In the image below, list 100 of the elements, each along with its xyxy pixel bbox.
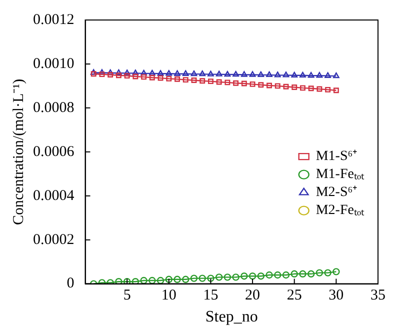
y-tick-label: 0.0008 bbox=[33, 100, 74, 116]
x-tick-label: 35 bbox=[370, 288, 386, 304]
legend-label: M1-Feₜₒₜ bbox=[316, 167, 365, 182]
point bbox=[258, 71, 264, 78]
point bbox=[90, 71, 96, 77]
x-tick-label: 5 bbox=[123, 288, 131, 304]
point bbox=[166, 70, 172, 76]
point bbox=[132, 70, 139, 76]
point bbox=[316, 72, 323, 78]
y-tick-label: 0.0004 bbox=[33, 188, 75, 204]
point bbox=[165, 276, 172, 284]
point bbox=[190, 274, 198, 282]
point bbox=[216, 79, 222, 85]
point bbox=[291, 72, 298, 78]
point bbox=[257, 272, 264, 280]
point bbox=[316, 269, 324, 276]
point bbox=[241, 80, 247, 86]
point bbox=[333, 88, 339, 94]
point bbox=[282, 72, 290, 78]
point bbox=[132, 74, 138, 80]
point bbox=[224, 80, 230, 86]
point bbox=[232, 274, 240, 281]
y-tick-label: 0.0012 bbox=[33, 12, 74, 28]
point bbox=[182, 276, 190, 284]
point bbox=[266, 71, 272, 78]
point bbox=[250, 81, 256, 87]
point bbox=[207, 274, 214, 282]
point bbox=[274, 271, 282, 279]
x-tick-label: 30 bbox=[328, 288, 344, 304]
point bbox=[140, 70, 147, 76]
point bbox=[266, 82, 272, 88]
y-tick-label: 0.0006 bbox=[33, 144, 75, 160]
point bbox=[248, 272, 256, 280]
point bbox=[316, 86, 322, 92]
point bbox=[124, 73, 130, 79]
point bbox=[199, 70, 206, 76]
point bbox=[174, 276, 181, 284]
x-tick-label: 15 bbox=[203, 288, 218, 304]
point bbox=[191, 78, 197, 83]
point bbox=[124, 70, 130, 76]
point bbox=[233, 80, 239, 86]
point bbox=[116, 72, 122, 78]
point bbox=[149, 74, 155, 80]
point bbox=[292, 84, 298, 90]
point bbox=[308, 86, 314, 92]
point bbox=[274, 72, 281, 78]
point bbox=[215, 274, 223, 281]
point bbox=[157, 70, 164, 76]
point bbox=[115, 278, 122, 284]
y-tick-label: 0.0002 bbox=[33, 232, 74, 248]
point bbox=[300, 72, 306, 78]
point bbox=[182, 70, 189, 76]
point bbox=[258, 82, 264, 88]
point bbox=[200, 78, 206, 84]
legend-label: M1-S⁶⁺ bbox=[316, 149, 358, 164]
point bbox=[307, 270, 315, 278]
point bbox=[148, 276, 156, 284]
point bbox=[240, 71, 248, 77]
x-tick-label: 10 bbox=[161, 288, 176, 304]
point bbox=[249, 71, 256, 77]
point bbox=[325, 86, 331, 92]
point bbox=[166, 76, 172, 82]
point bbox=[283, 84, 289, 90]
point bbox=[190, 70, 198, 76]
point bbox=[216, 70, 222, 76]
point bbox=[208, 78, 214, 84]
point bbox=[324, 269, 332, 276]
point bbox=[182, 77, 188, 83]
point bbox=[290, 270, 298, 278]
point bbox=[300, 85, 306, 91]
point bbox=[332, 72, 340, 78]
point bbox=[174, 76, 180, 82]
point bbox=[99, 72, 105, 78]
point bbox=[224, 274, 232, 281]
point bbox=[108, 72, 114, 78]
point bbox=[148, 70, 156, 76]
point bbox=[208, 70, 214, 76]
point bbox=[266, 271, 273, 279]
point bbox=[299, 270, 306, 278]
point bbox=[158, 75, 164, 81]
point bbox=[324, 72, 332, 78]
point bbox=[132, 278, 140, 284]
point bbox=[156, 276, 164, 284]
point bbox=[308, 72, 314, 78]
point bbox=[240, 272, 248, 280]
point bbox=[282, 271, 290, 279]
point bbox=[274, 83, 280, 89]
x-axis-title: Step_no bbox=[205, 308, 258, 326]
point bbox=[98, 69, 106, 75]
y-axis-title: Concentration/(mol·L⁻¹) bbox=[10, 78, 27, 225]
point bbox=[332, 268, 340, 276]
point bbox=[232, 70, 240, 77]
y-tick-label: 0 bbox=[66, 276, 74, 292]
legend-label: M2-Feₜₒₜ bbox=[316, 203, 365, 218]
x-tick-label: 25 bbox=[286, 288, 302, 304]
point bbox=[141, 74, 147, 80]
legend-label: M2-S⁶⁺ bbox=[316, 185, 358, 200]
point bbox=[116, 69, 122, 76]
point bbox=[174, 70, 180, 76]
point bbox=[123, 278, 131, 284]
